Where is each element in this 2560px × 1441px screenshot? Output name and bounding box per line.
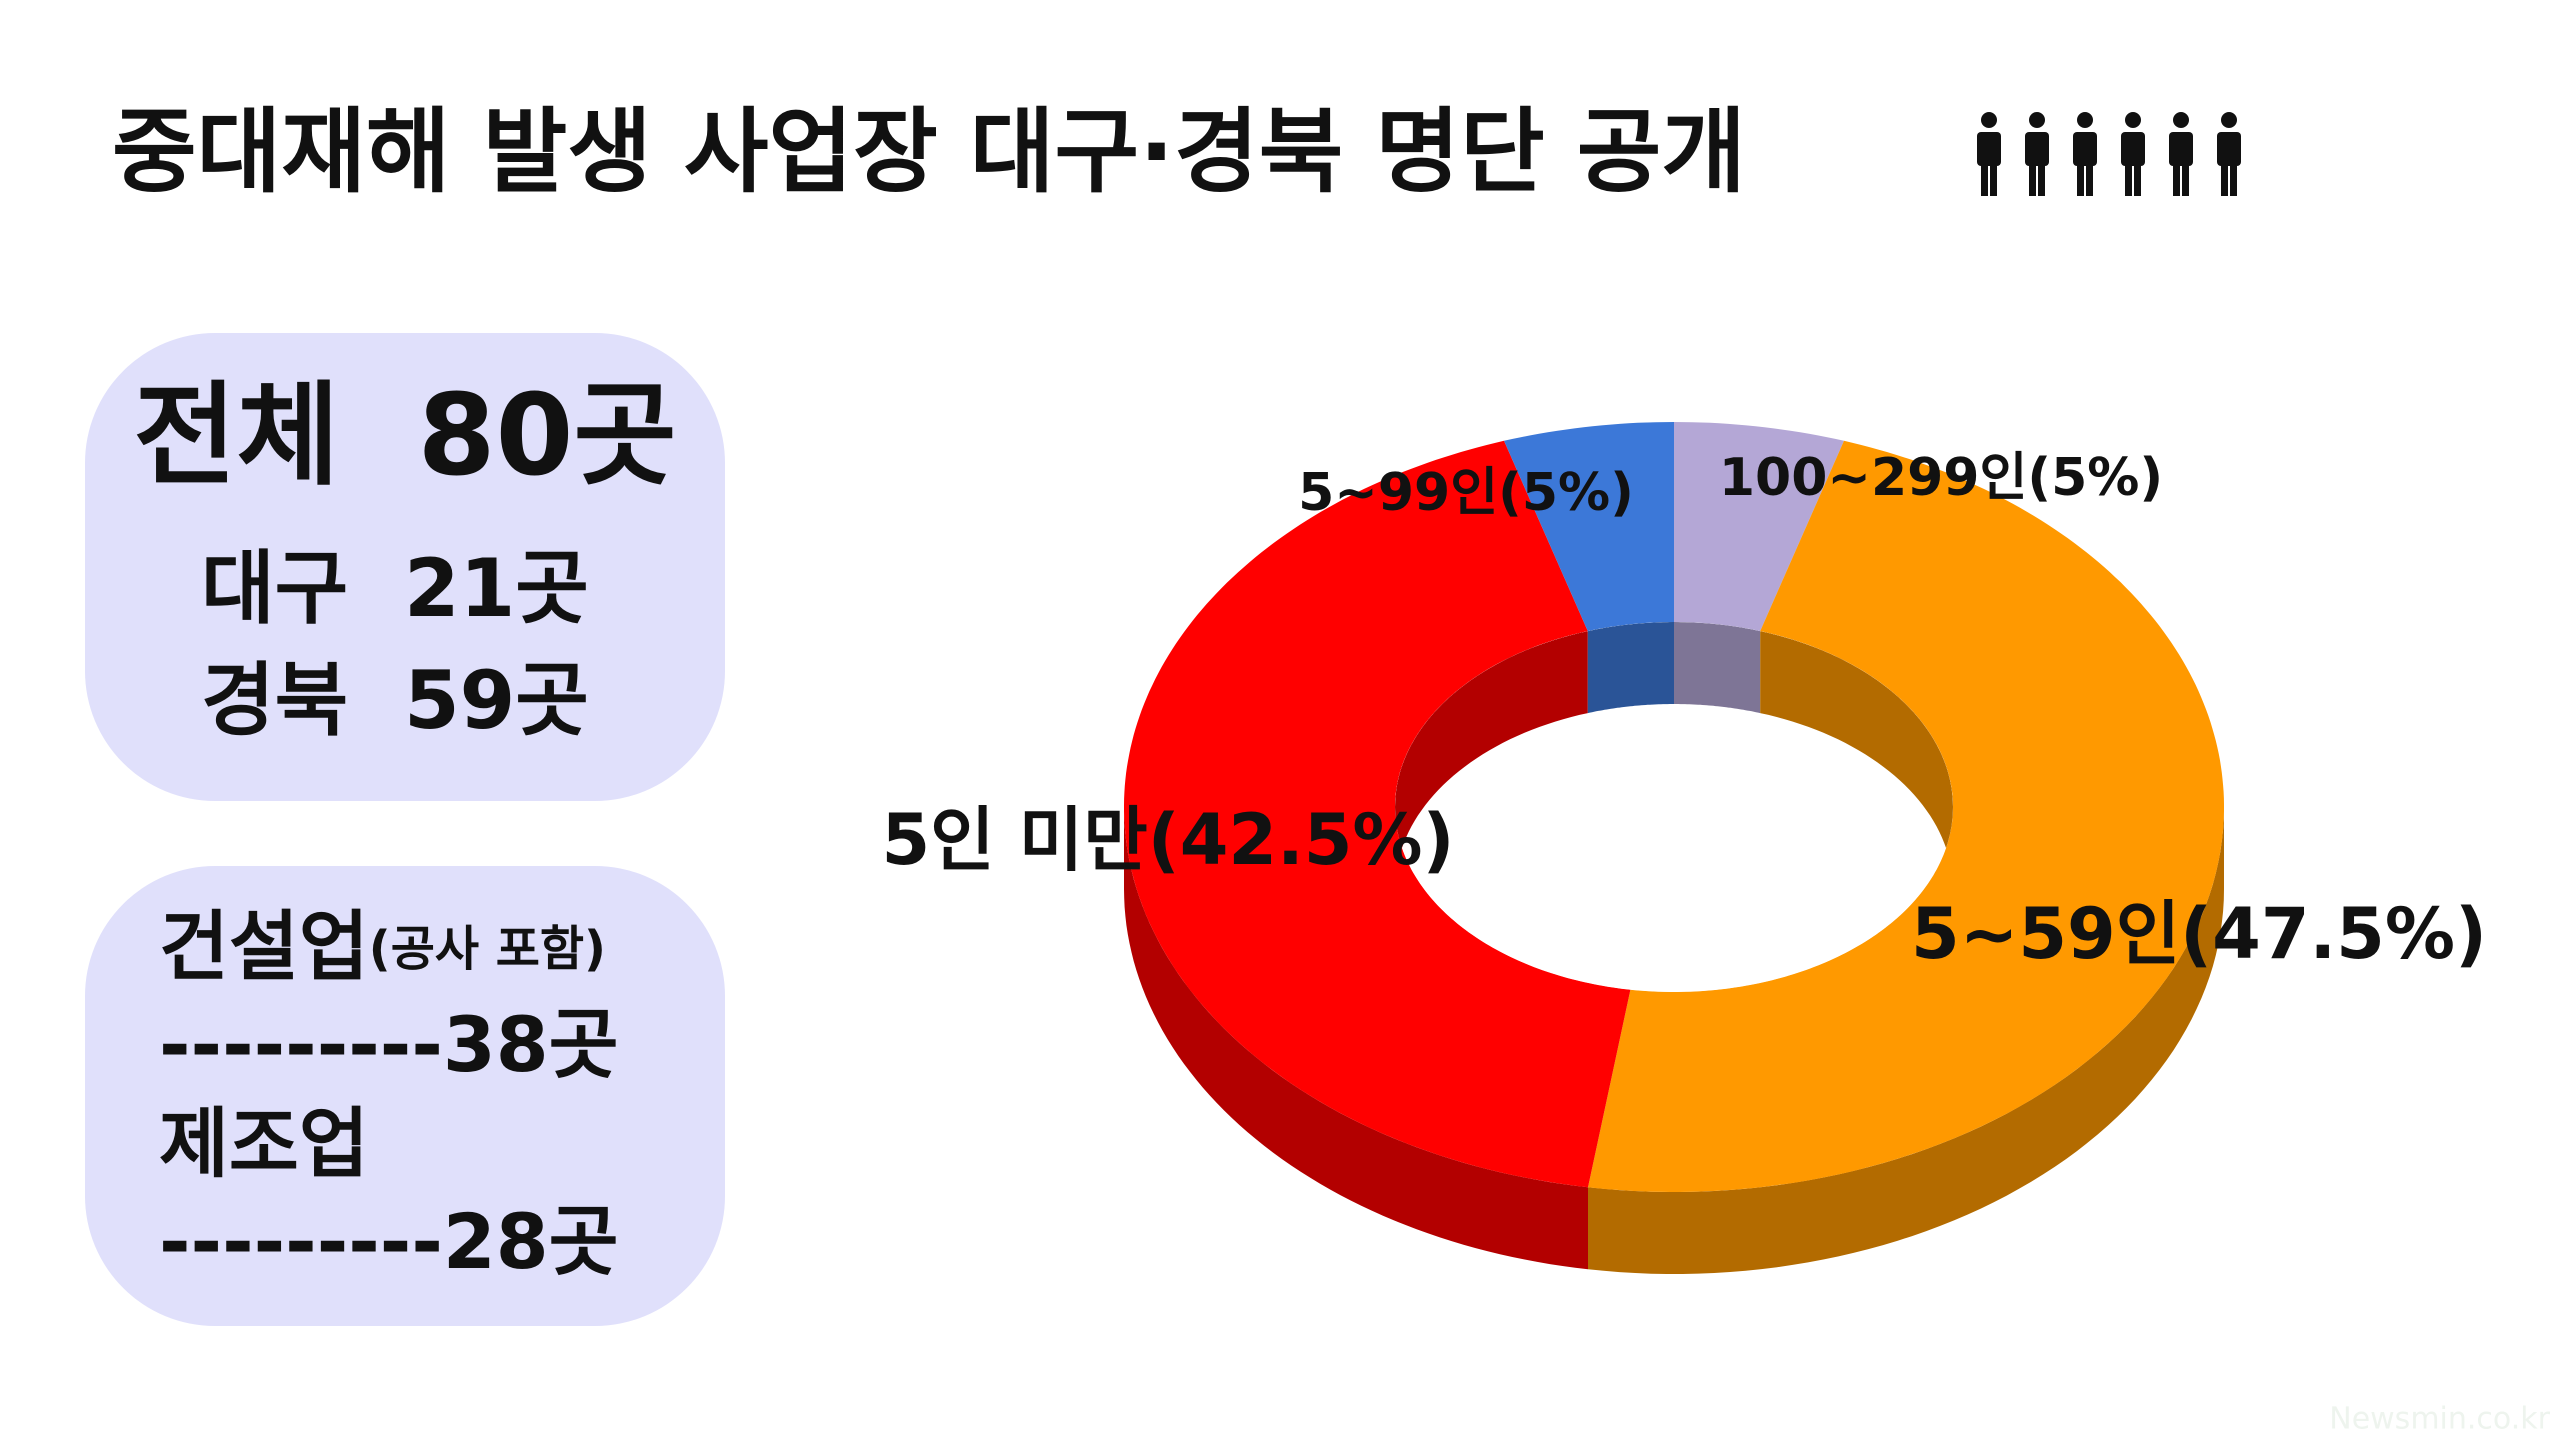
slice-inner-side <box>1587 622 1674 714</box>
watermark: Newsmin.co.kr <box>2329 1402 2550 1437</box>
summary-box <box>85 333 725 801</box>
slice-label: 5~99인(5%) <box>1298 463 1634 523</box>
people-icons <box>1977 112 2241 196</box>
industry-count: ---------38곳 <box>159 1000 619 1089</box>
summary-line: 대구 21곳 <box>201 542 589 635</box>
slice-label: 5~59인(47.5%) <box>1911 893 2487 975</box>
slice <box>1124 440 1631 1188</box>
slice-label: 100~299인(5%) <box>1719 448 2163 508</box>
industry-name-text: 건설업 <box>159 902 369 991</box>
slice-inner-side <box>1674 622 1761 714</box>
industry-name: 제조업 <box>159 1099 369 1188</box>
industry-note: (공사 포함) <box>369 921 606 977</box>
industry-box <box>85 866 725 1326</box>
slice-inner-side <box>1395 631 1588 889</box>
inner-walls <box>1395 622 1953 992</box>
slice-inner-side <box>1760 631 1953 889</box>
slice <box>1674 422 1844 632</box>
slice <box>1588 440 2224 1192</box>
title: 중대재해 발생 사업장 대구·경북 명단 공개 <box>112 98 1746 205</box>
summary-total: 전체 80곳 <box>134 371 677 501</box>
slice-label: 5인 미만(42.5%) <box>881 799 1454 881</box>
industry-count: ---------28곳 <box>159 1197 619 1286</box>
slice <box>1504 422 1674 632</box>
industry-name: 건설업(공사 포함) <box>159 902 606 991</box>
slice-side <box>1588 807 2224 1274</box>
donut-chart: 100~299인(5%) 5~59인(47.5%) 5인 미만(42.5%) 5~99… <box>881 422 2487 1274</box>
slice-side <box>1124 807 1588 1270</box>
summary-line: 경북 59곳 <box>201 654 589 747</box>
